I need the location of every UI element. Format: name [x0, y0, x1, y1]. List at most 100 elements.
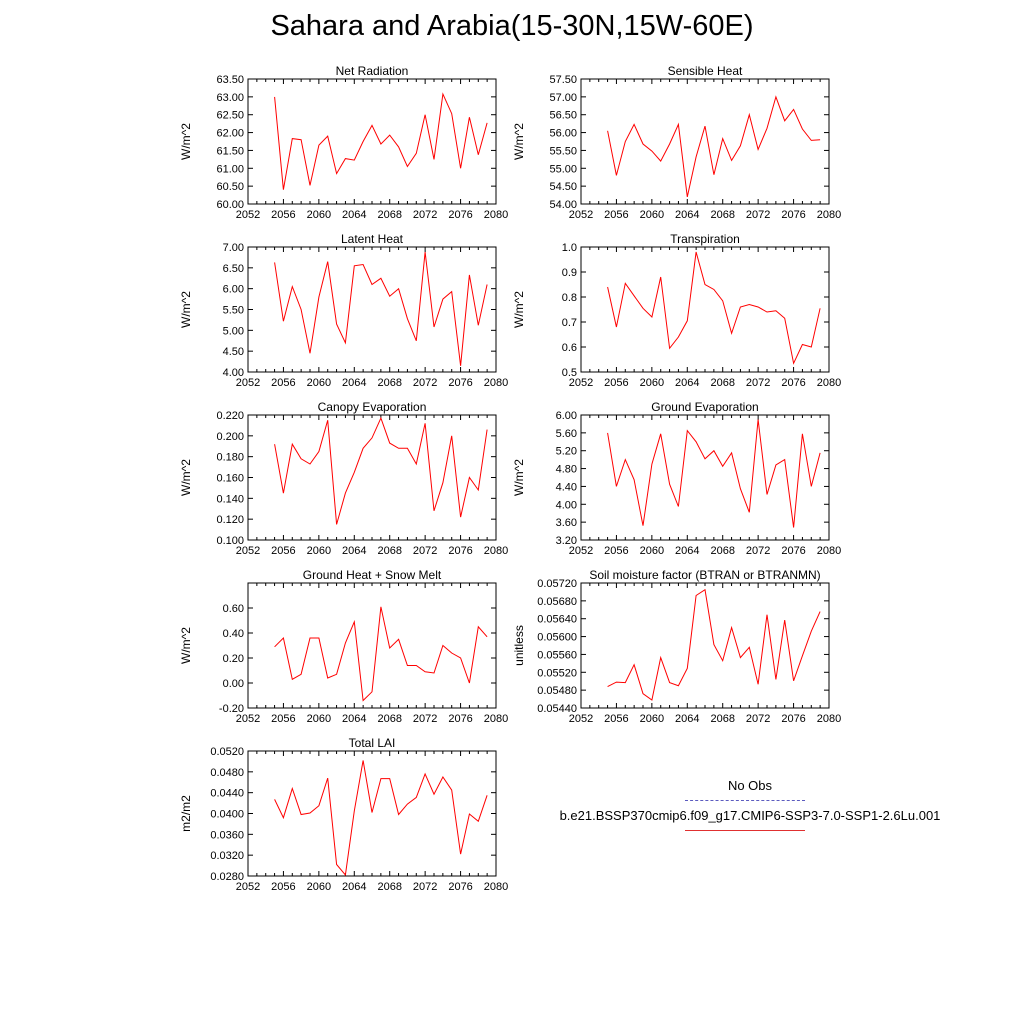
y-tick-label: 0.0480: [210, 767, 244, 779]
x-tick-label: 2060: [640, 209, 664, 221]
x-tick-label: 2056: [604, 545, 628, 557]
y-tick-label: 6.00: [223, 284, 244, 296]
y-tick-label: 0.140: [216, 493, 244, 505]
x-tick-label: 2060: [307, 209, 331, 221]
x-tick-label: 2068: [377, 713, 401, 725]
panel-title: Ground Evaporation: [651, 400, 758, 414]
x-tick-label: 2076: [781, 713, 805, 725]
y-tick-label: 54.00: [549, 199, 577, 211]
x-tick-label: 2060: [307, 881, 331, 893]
x-tick-label: 2056: [604, 209, 628, 221]
chart-panel: Latent Heat W/m^2 2052 2056 2060 2064 2068 2072…: [179, 232, 508, 389]
x-tick-label: 2064: [342, 545, 366, 557]
legend-case-label: b.e21.BSSP370cmip6.f09_g17.CMIP6-SSP3-7.…: [559, 808, 941, 823]
x-tick-label: 2080: [817, 209, 841, 221]
x-tick-label: 2080: [484, 545, 508, 557]
x-tick-label: 2080: [484, 881, 508, 893]
panel-title: Canopy Evaporation: [318, 400, 427, 414]
y-tick-label: 0.0360: [210, 829, 244, 841]
x-tick-label: 2064: [342, 377, 366, 389]
y-tick-label: 5.20: [556, 446, 577, 458]
plot-frame: [580, 78, 830, 205]
x-tick-label: 2076: [781, 209, 805, 221]
x-tick-label: 2056: [271, 545, 295, 557]
chart-panel: Soil moisture factor (BTRAN or BTRANMN) u…: [512, 568, 841, 725]
chart-panel: Sensible Heat W/m^2 2052 2056 2060 2064 2068 20…: [512, 64, 841, 221]
panel-title: Soil moisture factor (BTRAN or BTRANMN): [589, 568, 820, 582]
x-tick-label: 2068: [710, 209, 734, 221]
x-tick-label: 2052: [236, 545, 260, 557]
x-tick-label: 2060: [640, 545, 664, 557]
x-tick-label: 2060: [307, 713, 331, 725]
y-tick-label: 0.05720: [537, 578, 577, 590]
y-tick-label: 1.0: [562, 242, 577, 254]
x-tick-label: 2072: [413, 713, 437, 725]
y-axis-label: W/m^2: [179, 123, 193, 160]
x-tick-label: 2060: [640, 713, 664, 725]
y-tick-label: 0.0520: [210, 746, 244, 758]
y-tick-label: 63.50: [216, 74, 244, 86]
chart-panel: Canopy Evaporation W/m^2 2052 2056 2060 2064 2…: [179, 400, 508, 557]
x-tick-label: 2056: [271, 209, 295, 221]
y-tick-label: 54.50: [549, 181, 577, 193]
y-tick-label: 62.50: [216, 110, 244, 122]
x-tick-label: 2052: [569, 713, 593, 725]
x-tick-label: 2068: [710, 545, 734, 557]
panel-title: Sensible Heat: [668, 64, 743, 78]
y-tick-label: 0.5: [562, 367, 577, 379]
x-tick-label: 2064: [675, 713, 699, 725]
x-tick-label: 2052: [236, 377, 260, 389]
x-tick-label: 2072: [413, 881, 437, 893]
x-tick-label: 2052: [569, 377, 593, 389]
y-tick-label: 57.00: [549, 92, 577, 104]
x-tick-label: 2072: [746, 377, 770, 389]
plot-frame: [580, 414, 830, 541]
y-axis-label: W/m^2: [512, 123, 526, 160]
x-tick-label: 2056: [604, 377, 628, 389]
x-tick-label: 2076: [448, 713, 472, 725]
x-tick-label: 2060: [640, 377, 664, 389]
chart-panel: Ground Heat + Snow Melt W/m^2 2052 2056 2060…: [179, 568, 508, 725]
x-tick-label: 2056: [271, 713, 295, 725]
y-axis-label: W/m^2: [179, 291, 193, 328]
x-tick-label: 2052: [569, 545, 593, 557]
y-axis-label: W/m^2: [512, 459, 526, 496]
x-tick-label: 2064: [675, 545, 699, 557]
plot-frame: [247, 78, 497, 205]
y-tick-label: 4.40: [556, 481, 577, 493]
panel-title: Net Radiation: [336, 64, 409, 78]
y-tick-label: 0.05440: [537, 703, 577, 715]
y-tick-label: 0.05480: [537, 685, 577, 697]
y-tick-label: 0.05560: [537, 649, 577, 661]
y-tick-label: 5.60: [556, 428, 577, 440]
y-axis-label: W/m^2: [179, 459, 193, 496]
series-line: [607, 588, 821, 701]
y-tick-label: 55.50: [549, 145, 577, 157]
x-tick-label: 2064: [675, 377, 699, 389]
x-tick-label: 2068: [377, 209, 401, 221]
y-tick-label: 0.6: [562, 342, 577, 354]
y-tick-label: 0.220: [216, 410, 244, 422]
y-tick-label: 61.50: [216, 145, 244, 157]
y-tick-label: 0.00: [223, 678, 244, 690]
x-tick-label: 2080: [817, 377, 841, 389]
y-tick-label: 0.180: [216, 452, 244, 464]
y-tick-label: 0.05640: [537, 614, 577, 626]
y-axis-label: W/m^2: [179, 627, 193, 664]
y-tick-label: 3.60: [556, 517, 577, 529]
series-line: [274, 416, 488, 525]
y-tick-label: 61.00: [216, 163, 244, 175]
legend-obs-label: No Obs: [727, 778, 773, 793]
y-axis-label: unitless: [512, 625, 526, 666]
y-tick-label: 0.0320: [210, 850, 244, 862]
y-tick-label: 0.8: [562, 292, 577, 304]
x-tick-label: 2060: [307, 377, 331, 389]
y-tick-label: 0.200: [216, 431, 244, 443]
y-tick-label: 63.00: [216, 92, 244, 104]
y-axis-label: m2/m2: [179, 795, 193, 832]
y-tick-label: 4.50: [223, 346, 244, 358]
x-tick-label: 2052: [236, 881, 260, 893]
x-tick-label: 2068: [710, 377, 734, 389]
x-tick-label: 2080: [484, 209, 508, 221]
plot-frame: [580, 582, 830, 709]
